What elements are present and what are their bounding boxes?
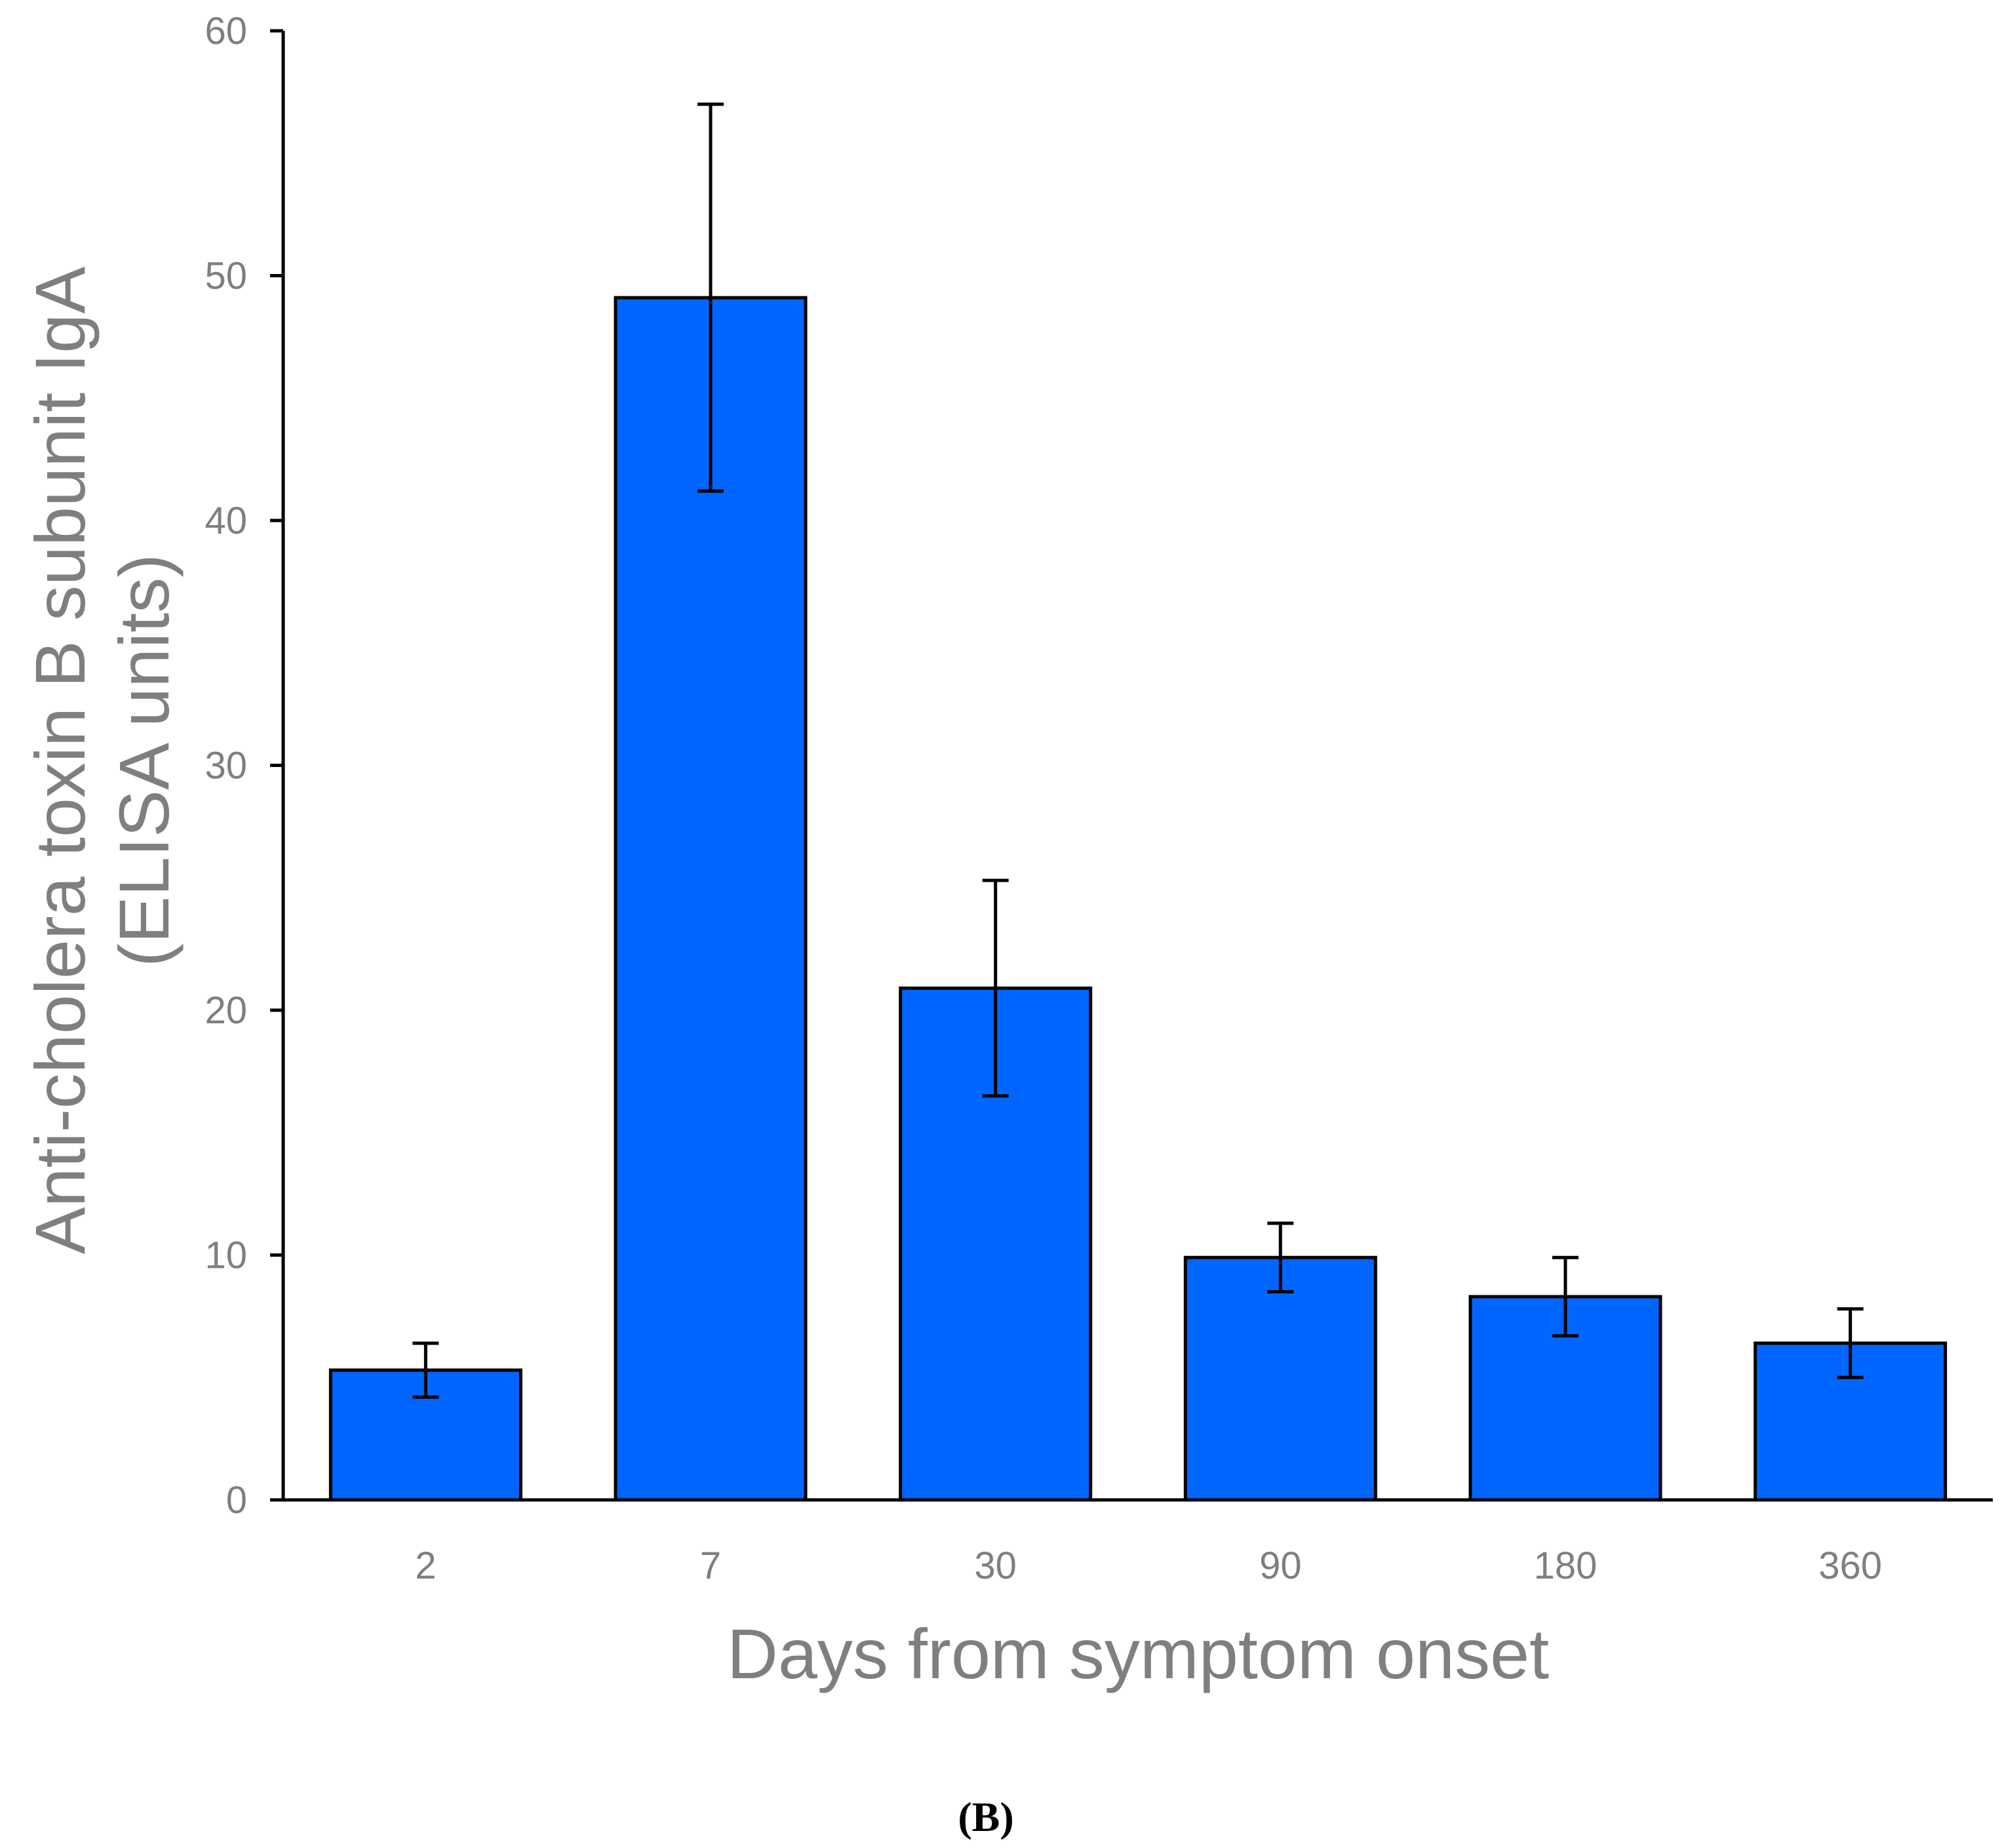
bar-90 xyxy=(1183,1255,1377,1502)
error-bar-2 xyxy=(412,1341,439,1399)
y-axis-title-line-1: Anti-cholera toxin B subunit IgA xyxy=(20,267,100,1255)
error-bar-360 xyxy=(1837,1307,1864,1379)
y-axis-title: Anti-cholera toxin B subunit IgA (ELISA … xyxy=(20,267,184,1255)
x-tick-label-2: 2 xyxy=(415,1544,436,1587)
bars xyxy=(328,296,1948,1502)
y-tick-label: 0 xyxy=(226,1479,247,1522)
error-bar-30 xyxy=(982,878,1009,1098)
x-tick-label-90: 90 xyxy=(1259,1544,1302,1587)
y-tick-label: 40 xyxy=(205,500,247,542)
x-axis-ticks: 2 7 30 90 180 360 xyxy=(415,1544,1882,1587)
y-axis-ticks: 0 10 20 30 40 50 60 xyxy=(205,10,283,1522)
y-tick-label: 50 xyxy=(205,255,247,298)
x-axis-title: Days from symptom onset xyxy=(727,1614,1549,1693)
x-tick-label-180: 180 xyxy=(1534,1544,1598,1587)
y-tick-label: 10 xyxy=(205,1234,247,1277)
y-axis-title-line-2: (ELISA units) xyxy=(104,554,184,967)
x-tick-label-30: 30 xyxy=(974,1544,1017,1587)
y-tick-label: 20 xyxy=(205,989,247,1032)
error-bar-180 xyxy=(1552,1255,1578,1338)
y-tick-label: 60 xyxy=(205,10,247,52)
x-tick-label-360: 360 xyxy=(1818,1544,1882,1587)
panel-label: (B) xyxy=(958,1794,1013,1840)
bar-7 xyxy=(614,296,808,1502)
y-tick-label: 30 xyxy=(205,745,247,787)
error-bar-7 xyxy=(697,102,724,493)
x-tick-label-7: 7 xyxy=(700,1544,721,1587)
error-bar-90 xyxy=(1267,1221,1294,1294)
error-bars xyxy=(412,102,1864,1399)
